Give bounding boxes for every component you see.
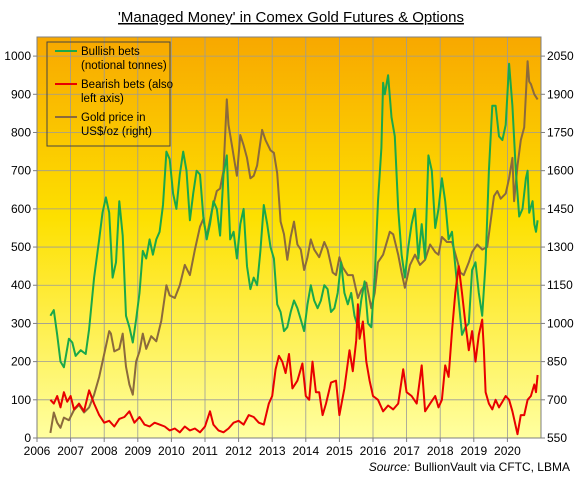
y-left-tick-label: 300	[11, 316, 31, 330]
legend-box	[46, 41, 171, 147]
x-axis: 2006 2007 2008 2009 2010 2011 2012 2013 2014 2015…	[24, 438, 521, 458]
y-left-axis: 0 100 200 300 400 500 600 700 800 900 1000	[4, 49, 37, 445]
x-tick-label: 2012	[225, 444, 252, 458]
grid-lines	[36, 37, 541, 439]
y-right-tick-label: 1150	[547, 278, 573, 292]
legend-label-1: left axis)	[81, 93, 124, 105]
y-left-tick-label: 900	[11, 87, 31, 101]
y-left-tick-label: 0	[24, 431, 31, 445]
x-tick-label: 2020	[494, 444, 521, 458]
x-tick-label: 2014	[292, 444, 319, 458]
plot-border	[36, 36, 542, 439]
y-left-tick-label: 400	[11, 278, 31, 292]
y-right-tick-label: 1450	[547, 202, 574, 216]
x-tick-label: 2019	[460, 444, 487, 458]
y-right-tick-label: 850	[547, 355, 567, 369]
series-line-1	[49, 265, 539, 436]
series-line-0	[49, 62, 539, 369]
legend-label-1: Bearish bets (also	[81, 79, 173, 91]
y-left-tick-label: 800	[11, 125, 31, 139]
x-tick-label: 2018	[427, 444, 454, 458]
legend-label-0: Bullish bets	[81, 46, 140, 58]
y-right-tick-label: 1000	[547, 316, 574, 330]
y-right-tick-label: 1600	[547, 164, 574, 178]
y-right-axis: 550 700 850 1000 1150 1300 1450 1600 1750 1900 205…	[541, 49, 574, 445]
x-tick-label: 2008	[91, 444, 118, 458]
y-left-tick-label: 700	[11, 164, 31, 178]
legend-label-0: (notional tonnes)	[81, 60, 167, 72]
y-left-tick-label: 100	[11, 393, 31, 407]
legend-label-2: US$/oz (right)	[81, 126, 152, 138]
x-tick-label: 2007	[57, 444, 84, 458]
y-left-tick-label: 600	[11, 202, 31, 216]
y-left-tick-label: 1000	[4, 49, 31, 63]
x-tick-label: 2016	[360, 444, 387, 458]
x-tick-label: 2010	[158, 444, 185, 458]
series-line-2	[49, 60, 539, 434]
y-left-tick-label: 500	[11, 240, 31, 254]
x-tick-label: 2013	[259, 444, 286, 458]
series-layer	[49, 60, 539, 436]
y-right-tick-label: 2050	[547, 49, 574, 63]
legend-label-2: Gold price in	[81, 112, 146, 124]
y-right-tick-label: 700	[547, 393, 567, 407]
source-text: BullionVault via CFTC, LBMA	[414, 460, 570, 474]
x-tick-label: 2017	[393, 444, 420, 458]
source-note: Source: BullionVault via CFTC, LBMA	[369, 460, 570, 474]
source-label: Source:	[369, 460, 410, 474]
legend: Bullish bets (notional tonnes) Bearish bet…	[46, 41, 173, 147]
x-tick-label: 2009	[124, 444, 151, 458]
x-tick-label: 2006	[24, 444, 51, 458]
chart-title: 'Managed Money' in Comex Gold Futures & …	[118, 9, 464, 26]
y-right-tick-label: 1750	[547, 125, 574, 139]
x-tick-label: 2011	[192, 444, 218, 458]
x-tick-label: 2015	[326, 444, 353, 458]
y-right-tick-label: 550	[547, 431, 567, 445]
y-left-tick-label: 200	[11, 355, 31, 369]
y-right-tick-label: 1300	[547, 240, 574, 254]
y-right-tick-label: 1900	[547, 87, 574, 101]
plot-area	[37, 37, 541, 438]
